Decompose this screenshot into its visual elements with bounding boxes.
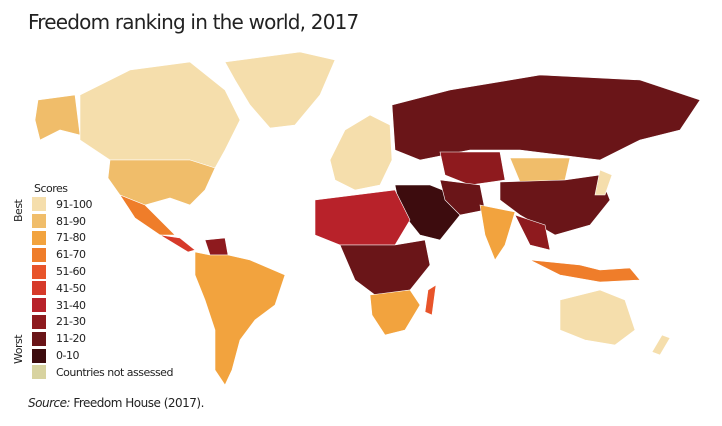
- region-alaska: [34, 94, 81, 141]
- legend-swatch: [32, 281, 46, 296]
- legend-swatch: [32, 348, 46, 363]
- region-madagascar: [424, 284, 437, 316]
- legend-swatch: [32, 230, 46, 245]
- region-japan: [594, 169, 613, 196]
- region-india: [479, 204, 516, 261]
- legend-label: 71-80: [56, 231, 86, 245]
- legend-item: 61-70: [32, 246, 173, 263]
- map-title: Freedom ranking in the world, 2017: [28, 10, 359, 34]
- legend-item: 31-40: [32, 297, 173, 314]
- legend-heading: Scores: [34, 182, 68, 195]
- legend-item: 41-50: [32, 280, 173, 297]
- region-mongolia: [509, 157, 571, 183]
- legend-swatch: [32, 331, 46, 346]
- legend-item: 71-80: [32, 230, 173, 247]
- legend-swatch: [32, 314, 46, 329]
- legend-item: 81-90: [32, 213, 173, 230]
- region-greenland: [224, 51, 336, 129]
- legend-label: Countries not assessed: [56, 365, 173, 379]
- legend-label: 91-100: [56, 197, 92, 211]
- map-legend: Scores Best Worst 91-100 81-90 71-80 61-70 5…: [12, 182, 173, 381]
- region-central-america: [159, 234, 196, 253]
- legend-swatch: [32, 298, 46, 313]
- source-prefix: Source:: [28, 396, 71, 410]
- legend-item: 91-100: [32, 196, 173, 213]
- legend-label: 81-90: [56, 214, 86, 228]
- legend-item: 51-60: [32, 263, 173, 280]
- legend-label: 11-20: [56, 332, 86, 346]
- region-south-america: [194, 251, 286, 386]
- region-new-zealand: [651, 334, 671, 356]
- legend-item: 21-30: [32, 314, 173, 331]
- region-mexico: [119, 194, 176, 236]
- region-australia: [559, 289, 636, 346]
- legend-item: 11-20: [32, 330, 173, 347]
- legend-label: 21-30: [56, 315, 86, 329]
- region-canada: [79, 61, 241, 169]
- legend-swatch: [32, 247, 46, 262]
- legend-swatch: [32, 214, 46, 229]
- region-kazakhstan: [439, 151, 506, 186]
- legend-best-label: Best: [12, 199, 25, 222]
- region-southeast-asia: [514, 214, 551, 251]
- region-indonesia: [529, 259, 641, 283]
- legend-worst-label: Worst: [12, 334, 25, 364]
- region-southern-africa: [369, 289, 421, 336]
- legend-label: 51-60: [56, 265, 86, 279]
- legend-item: Countries not assessed: [32, 364, 173, 381]
- region-russia: [391, 74, 701, 161]
- legend-swatch: [32, 365, 46, 380]
- legend-label: 61-70: [56, 248, 86, 262]
- region-north-africa: [314, 189, 411, 246]
- legend-label: 41-50: [56, 281, 86, 295]
- source-note: Source: Freedom House (2017).: [28, 396, 204, 410]
- region-venezuela: [204, 237, 229, 256]
- legend-swatch: [32, 197, 46, 212]
- legend-swatch: [32, 264, 46, 279]
- region-usa: [107, 159, 216, 206]
- legend-label: 0-10: [56, 349, 79, 363]
- legend-item: 0-10: [32, 347, 173, 364]
- region-china: [499, 174, 611, 236]
- legend-label: 31-40: [56, 298, 86, 312]
- region-central-africa: [339, 239, 431, 296]
- source-text: Freedom House (2017).: [70, 396, 204, 410]
- region-iran: [439, 179, 486, 216]
- region-europe: [329, 114, 393, 191]
